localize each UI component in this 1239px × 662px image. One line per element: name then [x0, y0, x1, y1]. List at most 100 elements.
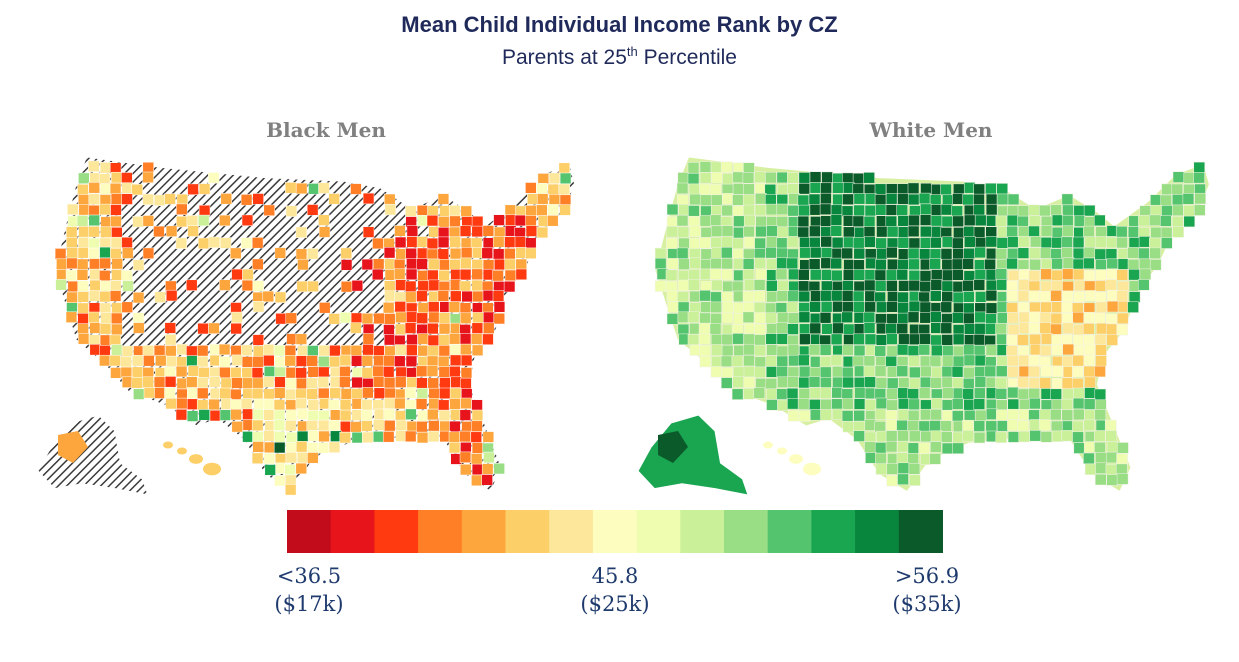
cz-region — [1051, 344, 1063, 356]
cz-region — [942, 355, 954, 367]
cz-region — [77, 280, 89, 292]
cz-region — [798, 290, 811, 303]
cz-region — [416, 258, 428, 270]
cz-region — [798, 204, 810, 217]
cz-region — [1106, 289, 1119, 302]
cz-region — [284, 484, 297, 496]
cz-region — [471, 322, 484, 334]
cz-region — [88, 247, 100, 260]
cz-region — [1061, 214, 1074, 227]
cz-region — [1028, 354, 1040, 367]
cz-region — [449, 215, 461, 227]
cz-region — [416, 377, 428, 389]
cz-region — [1028, 409, 1040, 421]
cz-region — [1106, 236, 1118, 249]
cz-region — [809, 301, 821, 313]
cz-region — [941, 399, 954, 411]
cz-region — [122, 280, 134, 292]
cz-region — [897, 387, 909, 399]
cz-region — [1040, 215, 1053, 228]
cz-region — [110, 204, 122, 216]
cz-region — [777, 226, 789, 238]
cz-region — [428, 387, 440, 400]
cz-region — [176, 343, 188, 356]
cz-region — [1072, 366, 1084, 378]
cz-region — [742, 290, 755, 303]
cz-region — [459, 409, 472, 421]
cz-region — [864, 290, 877, 302]
cz-region — [897, 215, 910, 227]
cz-region — [285, 409, 298, 421]
cz-region — [285, 312, 297, 324]
cz-region — [438, 334, 450, 346]
cz-region — [973, 334, 986, 346]
alaska-subregion — [58, 431, 88, 463]
cz-region — [920, 225, 932, 238]
cz-region — [208, 398, 220, 411]
cz-region — [395, 410, 407, 422]
cz-region — [295, 377, 308, 390]
cz-region — [1018, 430, 1030, 443]
cz-region — [841, 290, 854, 302]
cz-region — [142, 376, 154, 388]
cz-region — [406, 376, 418, 389]
cz-region — [427, 269, 439, 282]
cz-region — [1040, 258, 1053, 270]
cz-region — [995, 377, 1007, 390]
cz-region — [996, 420, 1009, 432]
cz-region — [175, 409, 188, 421]
cz-region — [438, 323, 451, 335]
cz-region — [404, 387, 417, 399]
cz-region — [219, 356, 231, 368]
cz-region — [155, 354, 167, 367]
cz-region — [66, 237, 78, 249]
cz-region — [820, 236, 832, 248]
cz-region — [1061, 355, 1074, 368]
cz-region — [285, 451, 298, 464]
cz-region — [252, 258, 264, 270]
cz-region — [875, 259, 887, 271]
cz-region — [1105, 279, 1117, 291]
cz-region — [962, 430, 975, 442]
cz-region — [252, 408, 264, 421]
cz-region — [886, 475, 898, 487]
cz-region — [1073, 291, 1085, 303]
cz-region — [437, 290, 450, 302]
cz-region — [754, 312, 766, 324]
cz-region — [776, 333, 789, 345]
cz-region — [164, 387, 176, 399]
cz-region — [372, 376, 385, 388]
cz-region — [929, 248, 942, 260]
cz-region — [449, 366, 461, 378]
cz-region — [1084, 463, 1097, 475]
cz-region — [1104, 419, 1117, 432]
cz-region — [1029, 333, 1041, 346]
cz-region — [821, 171, 833, 183]
cz-region — [384, 387, 396, 400]
cz-region — [406, 334, 418, 346]
cz-region — [351, 388, 363, 400]
cz-region — [1072, 323, 1085, 336]
cz-region — [328, 356, 341, 368]
cz-region — [1061, 290, 1074, 302]
cz-region — [743, 162, 755, 174]
cz-region — [1050, 204, 1062, 216]
cz-region — [547, 215, 559, 227]
cz-region — [165, 397, 177, 410]
cz-region — [731, 280, 744, 293]
cz-region — [1039, 312, 1052, 324]
cz-region — [907, 247, 920, 260]
cz-region — [776, 247, 788, 260]
cz-region — [548, 172, 561, 184]
cz-region — [121, 236, 133, 249]
cz-region — [350, 312, 363, 324]
cz-region — [1161, 205, 1173, 217]
cz-region — [766, 323, 778, 335]
cz-region — [1062, 204, 1074, 216]
cz-region — [666, 258, 679, 270]
cz-region — [405, 205, 417, 217]
cz-region — [742, 258, 755, 270]
cz-region — [765, 247, 777, 259]
cz-region — [1105, 430, 1117, 442]
cz-region — [285, 367, 298, 379]
